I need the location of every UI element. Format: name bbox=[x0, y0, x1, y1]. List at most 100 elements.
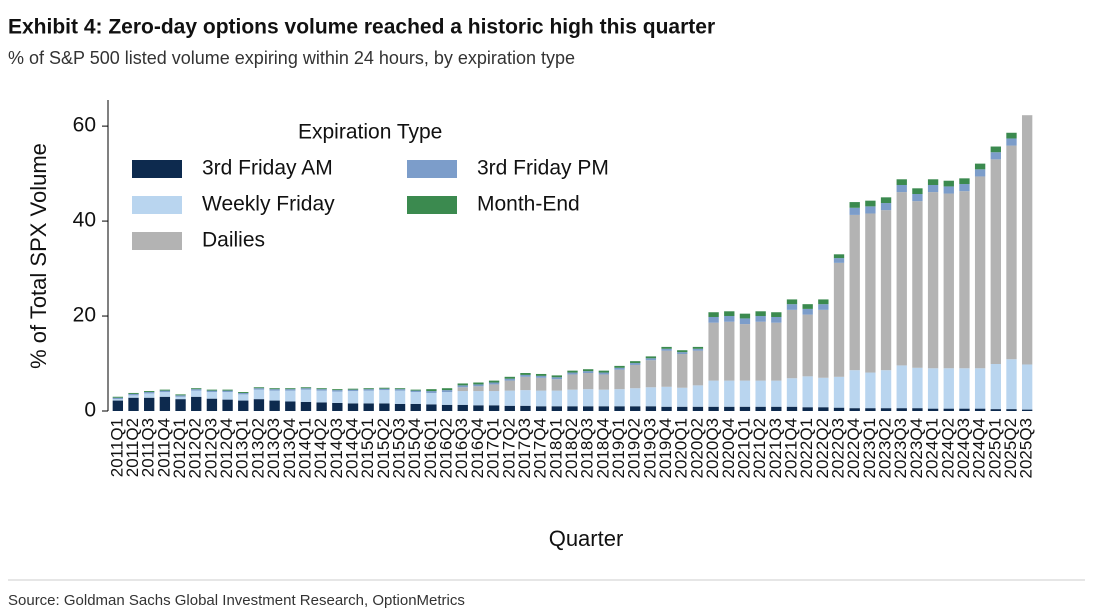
bar-segment bbox=[520, 376, 531, 391]
bar-segment bbox=[457, 404, 468, 411]
bar-segment bbox=[535, 373, 547, 376]
bar-segment bbox=[1006, 145, 1017, 360]
legend-swatch bbox=[132, 232, 182, 250]
bar-segment bbox=[128, 392, 139, 394]
bar-segment bbox=[692, 348, 704, 351]
bar-segment bbox=[959, 191, 970, 369]
x-tick-label: 2013Q2 bbox=[248, 418, 267, 479]
bar-segment bbox=[865, 213, 876, 373]
bar-segment bbox=[206, 392, 218, 399]
bar-segment bbox=[990, 409, 1001, 411]
bar-segment bbox=[849, 214, 860, 371]
bar-segment bbox=[708, 406, 719, 411]
bar-segment bbox=[520, 373, 531, 375]
bar-segment bbox=[614, 406, 625, 411]
bar-segment bbox=[786, 309, 798, 379]
bar-segment bbox=[959, 408, 970, 411]
bar-segment bbox=[175, 399, 186, 411]
legend-swatch bbox=[132, 196, 182, 214]
bar-segment bbox=[426, 404, 437, 411]
bar-segment bbox=[159, 396, 171, 411]
bar-segment bbox=[598, 372, 610, 375]
bar-segment bbox=[630, 406, 641, 411]
bar-segment bbox=[441, 390, 453, 393]
bar-segment bbox=[943, 193, 954, 369]
bar-segment bbox=[285, 389, 296, 391]
bar-segment bbox=[583, 371, 594, 374]
bar-segment bbox=[724, 321, 735, 381]
bar-segment bbox=[849, 408, 860, 411]
bar-segment bbox=[943, 368, 954, 409]
bar-segment bbox=[630, 361, 641, 364]
bar-segment bbox=[833, 254, 845, 259]
bar-segment bbox=[488, 391, 500, 406]
legend-label: Weekly Friday bbox=[202, 193, 335, 216]
bar-segment bbox=[410, 389, 421, 391]
bar-segment bbox=[238, 400, 249, 411]
x-tick-label: 2013Q3 bbox=[264, 418, 283, 479]
bar-segment bbox=[159, 390, 171, 393]
bar-segment bbox=[191, 389, 202, 391]
x-tick-label: 2014Q1 bbox=[295, 418, 314, 479]
bar-segment bbox=[802, 376, 813, 408]
x-tick-label: 2015Q2 bbox=[374, 418, 393, 479]
bar-segment bbox=[739, 324, 751, 381]
bar-segment bbox=[771, 322, 782, 381]
bar-segment bbox=[426, 392, 437, 405]
bar-segment bbox=[912, 201, 923, 368]
bar-segment bbox=[191, 390, 202, 397]
x-tick-label: 2020Q1 bbox=[672, 418, 691, 479]
bar-segment bbox=[394, 390, 406, 404]
bar-segment bbox=[912, 367, 923, 409]
bar-segment bbox=[551, 377, 562, 380]
bar-segment bbox=[708, 380, 719, 407]
y-tick-label: 0 bbox=[84, 399, 96, 422]
bar-segment bbox=[755, 316, 766, 322]
x-tick-label: 2021Q4 bbox=[781, 418, 800, 479]
bar-segment bbox=[394, 388, 406, 390]
bar-segment bbox=[943, 180, 954, 187]
bar-segment bbox=[786, 304, 798, 310]
bar-segment bbox=[238, 392, 249, 395]
x-tick-label: 2015Q3 bbox=[390, 418, 409, 479]
x-tick-label: 2024Q1 bbox=[923, 418, 942, 479]
x-tick-label: 2017Q4 bbox=[531, 418, 550, 479]
bar-segment bbox=[677, 406, 688, 411]
bar-segment bbox=[661, 346, 672, 349]
bar-segment bbox=[128, 393, 139, 396]
bar-segment bbox=[818, 309, 829, 378]
bar-segment bbox=[661, 350, 672, 387]
bar-segment bbox=[488, 384, 500, 392]
bar-segment bbox=[880, 210, 892, 371]
x-tick-label: 2011Q4 bbox=[154, 418, 173, 477]
x-tick-label: 2023Q2 bbox=[876, 418, 895, 479]
bar-segment bbox=[974, 408, 986, 411]
bar-segment bbox=[551, 379, 562, 391]
x-tick-label: 2021Q1 bbox=[734, 418, 753, 479]
x-tick-label: 2018Q2 bbox=[562, 418, 581, 479]
x-tick-label: 2020Q3 bbox=[703, 418, 722, 479]
bar-segment bbox=[849, 207, 860, 215]
bar-segment bbox=[300, 401, 312, 411]
bar-segment bbox=[551, 390, 562, 407]
bar-segment bbox=[645, 387, 657, 407]
bar-segment bbox=[912, 408, 923, 411]
y-tick-label: 20 bbox=[73, 304, 96, 327]
x-tick-label: 2012Q1 bbox=[170, 418, 189, 479]
bar-segment bbox=[473, 384, 484, 387]
bar-segment bbox=[771, 312, 782, 317]
bar-segment bbox=[974, 176, 986, 369]
bar-segment bbox=[1006, 409, 1017, 411]
bar-segment bbox=[441, 388, 453, 391]
x-tick-label: 2022Q1 bbox=[797, 418, 816, 479]
title: Exhibit 4: Zero-day options volume reach… bbox=[8, 16, 715, 39]
bar-segment bbox=[896, 408, 907, 411]
bar-segment bbox=[786, 378, 798, 407]
bar-segment bbox=[880, 197, 892, 204]
x-tick-label: 2024Q3 bbox=[954, 418, 973, 479]
bar-segment bbox=[535, 390, 547, 407]
bar-segment bbox=[347, 403, 359, 411]
bar-segment bbox=[818, 299, 829, 305]
bar-segment bbox=[253, 399, 265, 411]
bar-segment bbox=[990, 146, 1001, 153]
